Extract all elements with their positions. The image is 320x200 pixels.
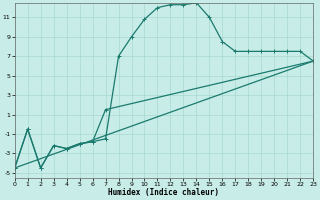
X-axis label: Humidex (Indice chaleur): Humidex (Indice chaleur) (108, 188, 220, 197)
